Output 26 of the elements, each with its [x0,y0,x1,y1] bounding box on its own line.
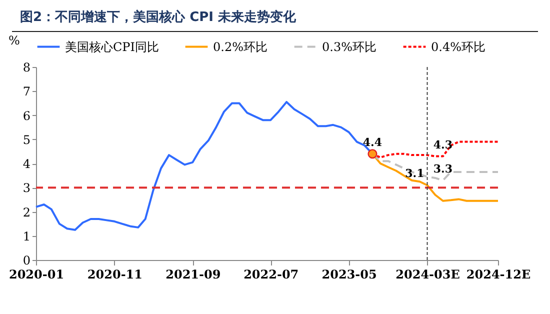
x-tick-label: 2024-03E [396,268,460,282]
x-tick-label: 2020-11 [87,268,142,282]
y-tick-label: 5 [22,132,30,147]
y-tick-label: 3 [22,181,30,196]
legend-label: 美国核心CPI同比 [65,40,159,54]
legend-label: 0.3%环比 [322,40,376,54]
annotation: 4.3 [433,138,453,152]
x-tick-label: 2023-05 [322,268,377,282]
y-tick-label: 4 [22,157,31,171]
y-tick-label: 8 [22,60,30,74]
x-tick-label: 2022-07 [244,268,299,282]
x-tick-label: 2024-12E [466,268,531,282]
chart-title: 图2：不同增速下，美国核心 CPI 未来走势变化 [12,6,538,32]
y-tick-label: 7 [22,84,30,99]
annotation: 3.3 [433,162,453,176]
x-tick-label: 2020-01 [8,268,64,282]
x-tick-label: 2021-09 [166,268,221,282]
y-tick-label: 6 [22,108,30,123]
y-tick-label: 1 [22,229,30,244]
annotation: 4.4 [362,136,382,149]
legend-label: 0.2%环比 [213,40,268,54]
y-axis-title: % [8,34,20,48]
legend-label: 0.4%环比 [431,40,486,54]
y-tick-label: 2 [22,205,30,220]
annotation: 3.1 [405,167,424,180]
y-tick-label: 0 [22,254,30,268]
